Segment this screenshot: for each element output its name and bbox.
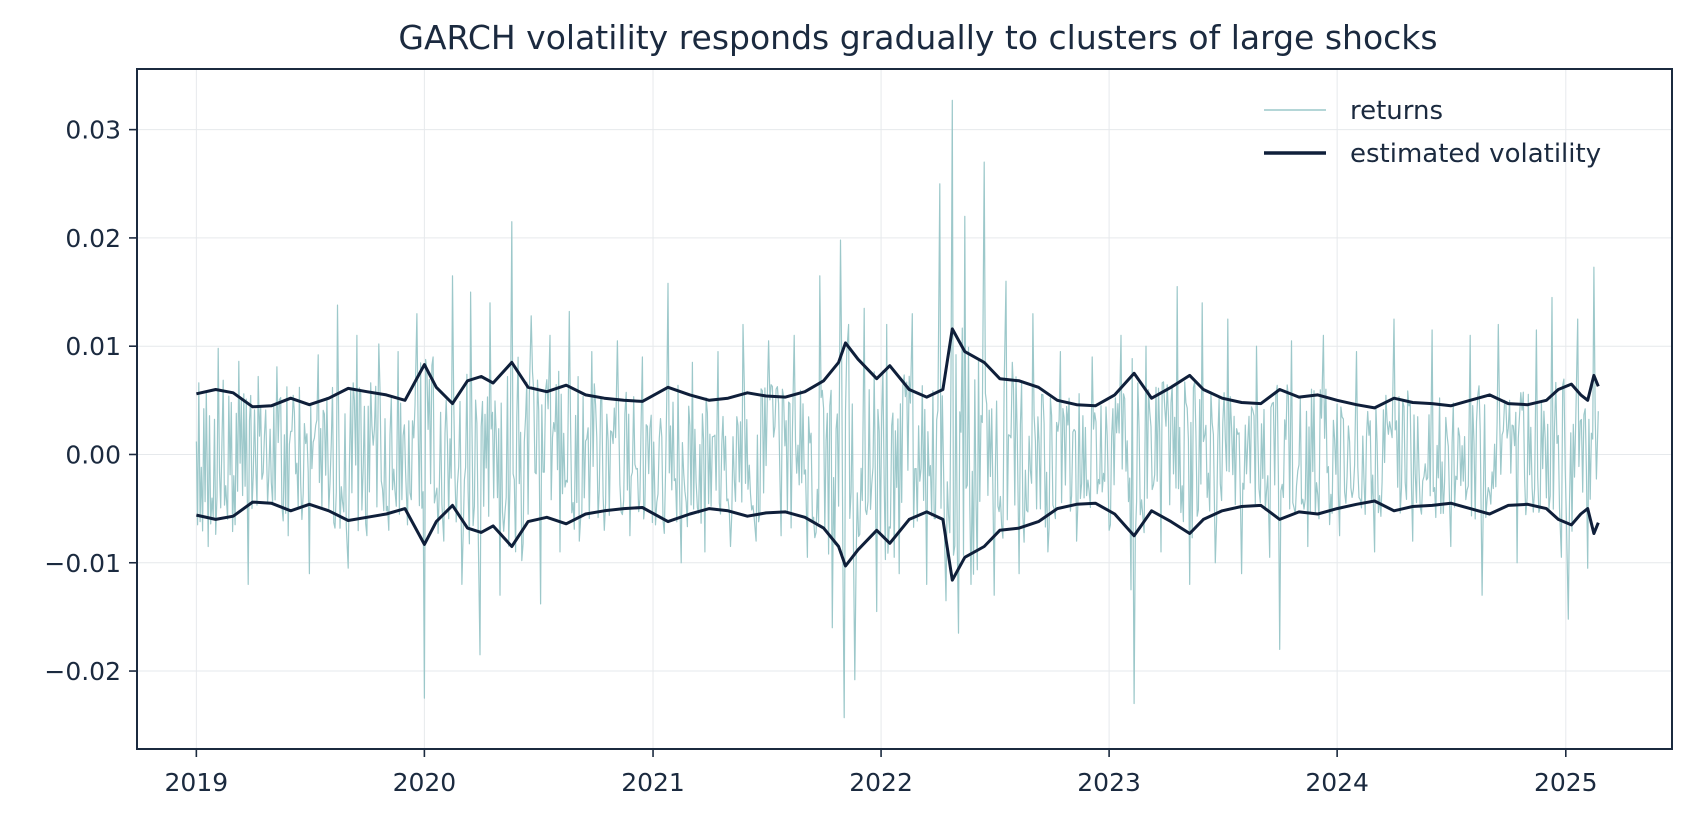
series-layer — [195, 99, 1600, 719]
x-tick-label: 2023 — [1077, 768, 1141, 797]
x-tick-label: 2021 — [621, 768, 685, 797]
x-tick-label: 2022 — [849, 768, 913, 797]
y-axis: 0.03 0.02 0.01 0.00 −0.01 −0.02 — [44, 116, 137, 686]
x-axis: 2019 2020 2021 2022 2023 2024 2025 — [165, 749, 1598, 797]
y-tick-label: 0.02 — [65, 224, 121, 253]
x-tick-label: 2024 — [1305, 768, 1369, 797]
chart-title: GARCH volatility responds gradually to c… — [398, 18, 1437, 57]
y-tick-label: −0.01 — [44, 549, 121, 578]
x-tick-label: 2020 — [393, 768, 457, 797]
y-tick-label: 0.03 — [65, 116, 121, 145]
legend: returns estimated volatility — [1264, 96, 1601, 169]
legend-label-estimated-volatility: estimated volatility — [1350, 139, 1601, 169]
series-line-volatility-lower — [196, 499, 1600, 582]
y-tick-label: −0.02 — [44, 657, 121, 686]
y-tick-label: 0.00 — [65, 440, 121, 469]
series-line-volatility-upper — [196, 327, 1600, 410]
y-tick-label: 0.01 — [65, 332, 121, 361]
plot-frame — [136, 68, 1673, 750]
x-tick-label: 2025 — [1534, 768, 1598, 797]
x-tick-label: 2019 — [165, 768, 229, 797]
grid-lines — [137, 69, 1672, 749]
legend-label-returns: returns — [1350, 96, 1443, 126]
series-line-returns — [195, 99, 1599, 719]
